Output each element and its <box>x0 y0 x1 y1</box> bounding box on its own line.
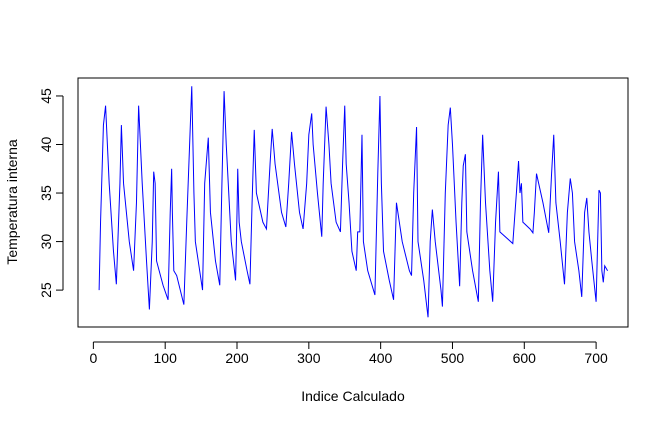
x-axis-label: Indice Calculado <box>301 388 405 404</box>
x-tick-label: 500 <box>441 350 465 366</box>
x-tick-label: 200 <box>225 350 249 366</box>
x-tick-label: 700 <box>584 350 608 366</box>
x-tick-label: 300 <box>297 350 321 366</box>
x-tick-label: 0 <box>89 350 97 366</box>
y-tick-label: 30 <box>38 234 54 250</box>
y-tick-label: 40 <box>38 137 54 153</box>
y-axis-label: Temperatura interna <box>4 139 20 265</box>
data-line <box>98 86 609 318</box>
x-tick-label: 400 <box>369 350 393 366</box>
x-tick-label: 600 <box>513 350 537 366</box>
y-tick-label: 35 <box>38 185 54 201</box>
x-tick-label: 100 <box>154 350 178 366</box>
plot-box <box>77 77 629 328</box>
y-tick-label: 25 <box>38 282 54 298</box>
y-tick-label: 45 <box>38 88 54 104</box>
